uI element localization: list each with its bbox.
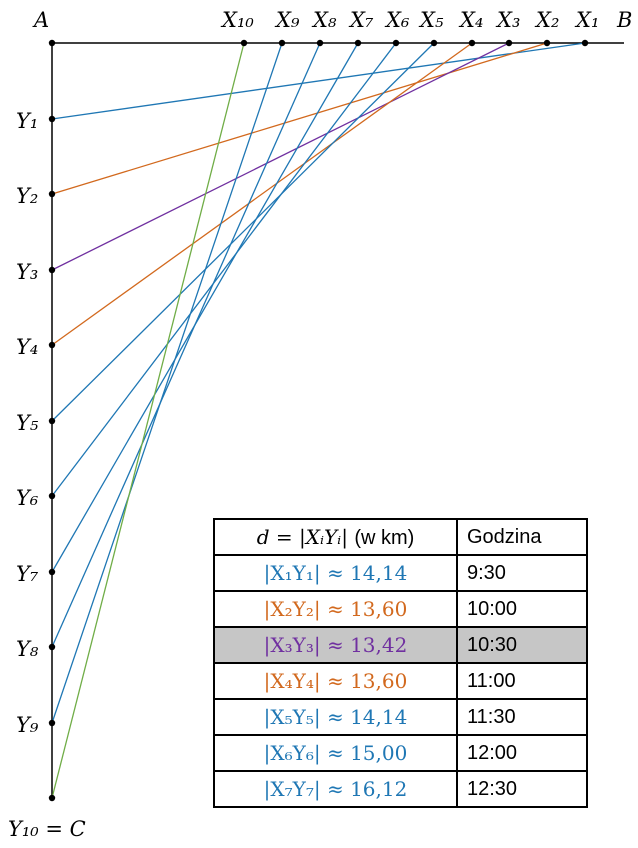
label-y7: Y₇: [16, 562, 39, 586]
distance-cell: |X₁Y₁| ≈ 14,14: [213, 554, 458, 592]
header-distance-math: d = |XᵢYᵢ|: [256, 524, 348, 549]
point-x5: [430, 39, 438, 47]
point-x9: [278, 39, 286, 47]
header-distance: d = |XᵢYᵢ| (w km): [213, 518, 458, 556]
label-x4: X₄: [458, 8, 483, 32]
distance-cell: |X₄Y₄| ≈ 13,60: [213, 662, 458, 700]
segment-x6-y6: [51, 42, 397, 497]
time-cell: 10:30: [456, 626, 588, 664]
label-x5: X₅: [418, 8, 444, 32]
label-b: B: [616, 8, 632, 32]
segment-x10-y10: [51, 42, 245, 799]
time-cell: 11:30: [456, 698, 588, 736]
table-row: |X₂Y₂| ≈ 13,60 10:00: [213, 590, 588, 628]
point-x8: [316, 39, 324, 47]
segments-group: [51, 42, 586, 799]
table-row: |X₅Y₅| ≈ 14,14 11:30: [213, 698, 588, 736]
point-y2: [48, 190, 56, 198]
point-y5: [48, 417, 56, 425]
point-x1: [581, 39, 589, 47]
table-row: |X₇Y₇| ≈ 16,12 12:30: [213, 770, 588, 808]
label-y6: Y₆: [16, 486, 39, 510]
point-y1: [48, 115, 56, 123]
distance-cell: |X₆Y₆| ≈ 15,00: [213, 734, 458, 772]
points-group: [48, 39, 589, 802]
time-cell: 11:00: [456, 662, 588, 700]
segment-x4-y4: [51, 42, 473, 346]
label-y3: Y₃: [16, 260, 38, 284]
table-row: |X₄Y₄| ≈ 13,60 11:00: [213, 662, 588, 700]
label-x10: X₁₀: [220, 8, 254, 32]
time-cell: 12:00: [456, 734, 588, 772]
point-a: [48, 39, 56, 47]
label-x2: X₂: [534, 8, 559, 32]
segment-x8-y8: [51, 42, 321, 648]
table-header-row: d = |XᵢYᵢ| (w km) Godzina: [213, 518, 588, 556]
label-x3: X₃: [495, 8, 520, 32]
point-y3: [48, 266, 56, 274]
segment-x5-y5: [51, 42, 435, 422]
table-row: |X₆Y₆| ≈ 15,00 12:00: [213, 734, 588, 772]
point-y7: [48, 568, 56, 576]
label-x7: X₇: [348, 8, 374, 32]
label-x8: X₈: [311, 8, 337, 32]
segment-x7-y7: [51, 42, 359, 573]
time-cell: 10:00: [456, 590, 588, 628]
label-x9: X₉: [274, 8, 300, 32]
label-y9: Y₉: [16, 713, 39, 737]
point-c: [48, 794, 56, 802]
segment-x2-y2: [51, 42, 548, 195]
table-row: |X₁Y₁| ≈ 14,14 9:30: [213, 554, 588, 592]
segment-x1-y1: [51, 42, 586, 120]
table-row-highlighted: |X₃Y₃| ≈ 13,42 10:30: [213, 626, 588, 664]
point-y4: [48, 341, 56, 349]
distance-cell: |X₂Y₂| ≈ 13,60: [213, 590, 458, 628]
point-y9: [48, 719, 56, 727]
distance-table: d = |XᵢYᵢ| (w km) Godzina |X₁Y₁| ≈ 14,14…: [213, 518, 588, 808]
time-cell: 9:30: [456, 554, 588, 592]
point-y8: [48, 643, 56, 651]
segment-x3-y3: [51, 42, 510, 271]
point-x2: [543, 39, 551, 47]
distance-cell: |X₃Y₃| ≈ 13,42: [213, 626, 458, 664]
label-c: Y₁₀ = C: [8, 817, 86, 841]
distance-cell: |X₅Y₅| ≈ 14,14: [213, 698, 458, 736]
segment-x9-y9: [51, 42, 283, 724]
point-x4: [468, 39, 476, 47]
label-y2: Y₂: [16, 184, 38, 208]
label-x6: X₆: [384, 8, 410, 32]
time-cell: 12:30: [456, 770, 588, 808]
point-y6: [48, 492, 56, 500]
label-y5: Y₅: [16, 411, 39, 435]
header-distance-unit: (w km): [354, 526, 415, 549]
distance-cell: |X₇Y₇| ≈ 16,12: [213, 770, 458, 808]
header-time: Godzina: [456, 518, 588, 556]
point-x3: [505, 39, 513, 47]
label-y8: Y₈: [16, 637, 39, 661]
label-y4: Y₄: [16, 335, 38, 359]
label-y1: Y₁: [16, 109, 38, 133]
point-x7: [354, 39, 362, 47]
label-x1: X₁: [574, 8, 599, 32]
point-x6: [392, 39, 400, 47]
label-a: A: [32, 8, 49, 32]
point-x10: [240, 39, 248, 47]
